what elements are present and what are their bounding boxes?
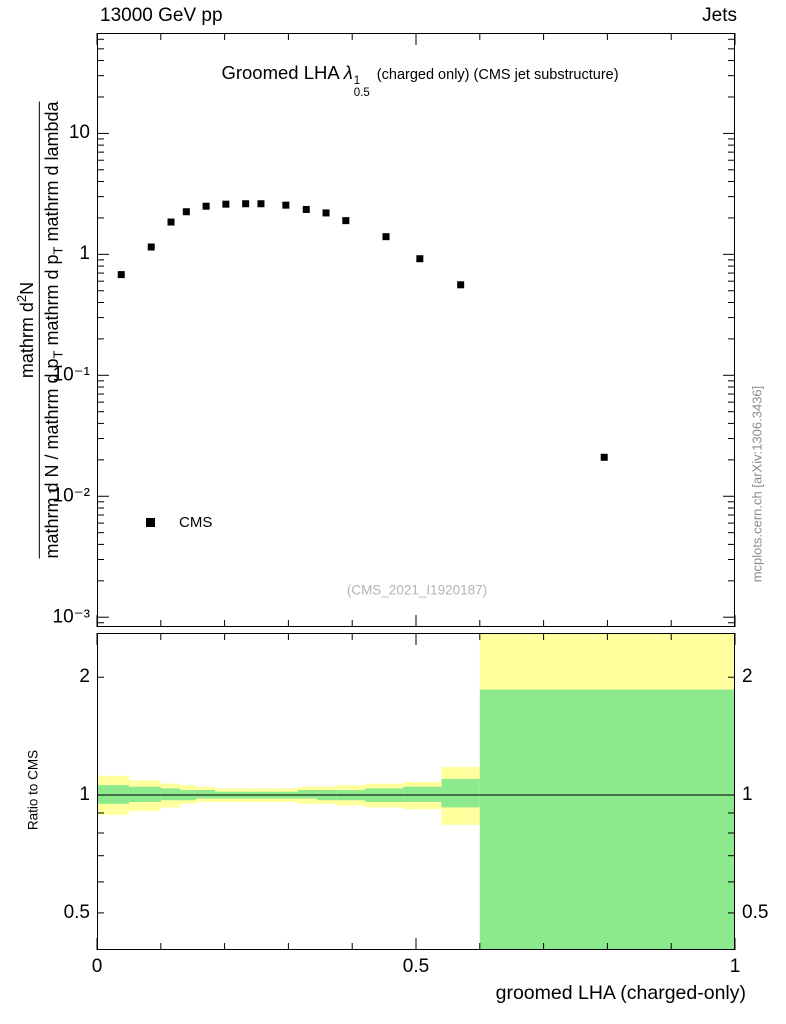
plot-title-suffix: (charged only) (CMS jet substructure) <box>376 67 619 83</box>
x-tick-label: 1 <box>729 956 741 977</box>
data-point-marker <box>322 209 330 217</box>
data-point-marker <box>342 217 350 225</box>
data-point-marker <box>182 208 190 216</box>
y-axis-den-sub1: T <box>49 350 65 359</box>
mcplots-credit: mcplots.cern.ch [arXiv:1306.3436] <box>749 385 765 583</box>
y-axis-den-text1: mathrm d N / mathrm d p <box>41 358 62 559</box>
uncertainty-band <box>479 689 735 950</box>
main-y-tick-label: 1 <box>79 243 90 265</box>
header-analysis-group: Jets <box>702 5 737 26</box>
data-point-marker <box>257 200 265 208</box>
y-axis-numerator-sup: 2 <box>13 294 29 303</box>
y-axis-den-text3: mathrm d lambda <box>41 101 62 247</box>
ratio-y-tick-label-right: 0.5 <box>742 901 769 923</box>
plot-title: Groomed LHA λ 1 0.5 (charged only) (CMS jet … <box>221 62 618 99</box>
data-point-marker <box>457 281 465 289</box>
main-y-tick-label: 10 <box>68 122 90 144</box>
header-beam-energy: 13000 GeV pp <box>100 5 223 26</box>
ratio-y-tick-label-left: 2 <box>79 666 90 688</box>
data-point-marker <box>117 271 125 279</box>
data-point-marker <box>282 201 290 209</box>
ratio-y-tick-label-left: 1 <box>79 784 90 806</box>
uncertainty-band <box>297 790 318 799</box>
data-point-marker <box>416 255 424 263</box>
y-axis-numerator-text2: N <box>16 281 37 295</box>
uncertainty-band <box>97 785 129 804</box>
legend-label-cms: CMS <box>179 514 213 531</box>
y-axis-den-sub2: T <box>49 246 65 255</box>
ratio-plot-canvas <box>96 633 736 950</box>
lambda-superscript: 1 <box>353 75 361 87</box>
data-point-marker <box>302 205 310 213</box>
cms-square-marker-icon <box>146 518 155 527</box>
ratio-y-tick-label-right: 1 <box>742 784 753 806</box>
ratio-y-tick-label-right: 2 <box>742 666 753 688</box>
data-point-marker <box>202 202 210 210</box>
data-point-marker <box>242 200 250 208</box>
plot-title-text: Groomed LHA <box>221 62 340 83</box>
main-y-tick-label: 10⁻³ <box>52 606 91 628</box>
data-point-marker <box>600 453 608 461</box>
x-tick-label: 0 <box>91 956 103 977</box>
analysis-watermark: (CMS_2021_I1920187) <box>346 582 488 598</box>
lambda-symbol: λ <box>343 62 353 83</box>
data-point-marker <box>147 243 155 251</box>
data-point-marker <box>222 200 230 208</box>
data-point-marker <box>382 233 390 241</box>
ratio-y-tick-label-left: 0.5 <box>63 901 90 923</box>
x-axis-title: groomed LHA (charged-only) <box>495 982 746 1004</box>
uncertainty-band <box>195 790 216 799</box>
uncertainty-band <box>441 778 480 808</box>
data-point-marker <box>167 218 175 226</box>
legend: CMS <box>146 514 212 531</box>
uncertainty-band <box>128 786 161 803</box>
y-axis-numerator-text: mathrm d <box>16 302 37 379</box>
ratio-axis-title: Ratio to CMS <box>25 749 41 831</box>
lambda-subscript: 0.5 <box>353 87 370 100</box>
main-plot-frame <box>97 33 735 627</box>
main-plot-canvas <box>96 33 736 627</box>
uncertainty-band <box>403 786 442 803</box>
uncertainty-band <box>160 788 180 801</box>
y-axis-numerator: mathrm d2N <box>14 282 39 378</box>
y-axis-den-text2: mathrm d p <box>41 254 62 351</box>
main-y-tick-label: 10⁻¹ <box>52 364 91 386</box>
x-tick-label: 0.5 <box>402 956 430 977</box>
ratio-plot-frame <box>97 633 735 950</box>
lambda-exponents: 1 0.5 <box>354 75 370 99</box>
main-y-tick-label: 10⁻² <box>52 485 91 507</box>
